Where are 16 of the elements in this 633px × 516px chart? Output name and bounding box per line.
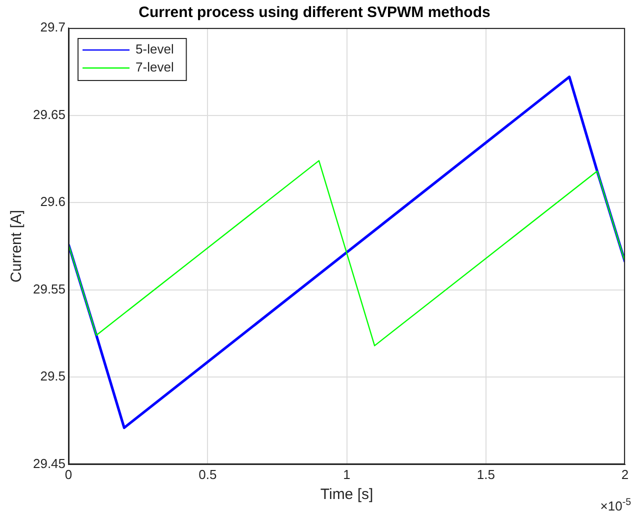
y-tick-label: 29.5 xyxy=(40,368,66,384)
x-axis-title: Time [s] xyxy=(320,486,374,504)
legend-label: 5-level xyxy=(136,42,174,57)
x-tick-label: 1.5 xyxy=(476,466,495,482)
y-tick-label: 29.55 xyxy=(32,281,66,296)
y-tick-label: 29.45 xyxy=(32,456,66,471)
y-tick-label: 29.6 xyxy=(40,194,66,210)
x-tick-label: 0.5 xyxy=(198,466,217,482)
x-tick-label: 1 xyxy=(343,466,350,482)
y-axis-title: Current [A] xyxy=(8,210,26,282)
y-tick-label: 29.65 xyxy=(32,106,66,122)
x-tick-label: 2 xyxy=(621,466,629,482)
y-tick-label: 29.7 xyxy=(40,20,66,35)
legend-label: 7-level xyxy=(136,60,174,75)
x-tick-label: 0 xyxy=(64,466,72,482)
chart-title: Current process using different SVPWM methods xyxy=(138,4,490,22)
